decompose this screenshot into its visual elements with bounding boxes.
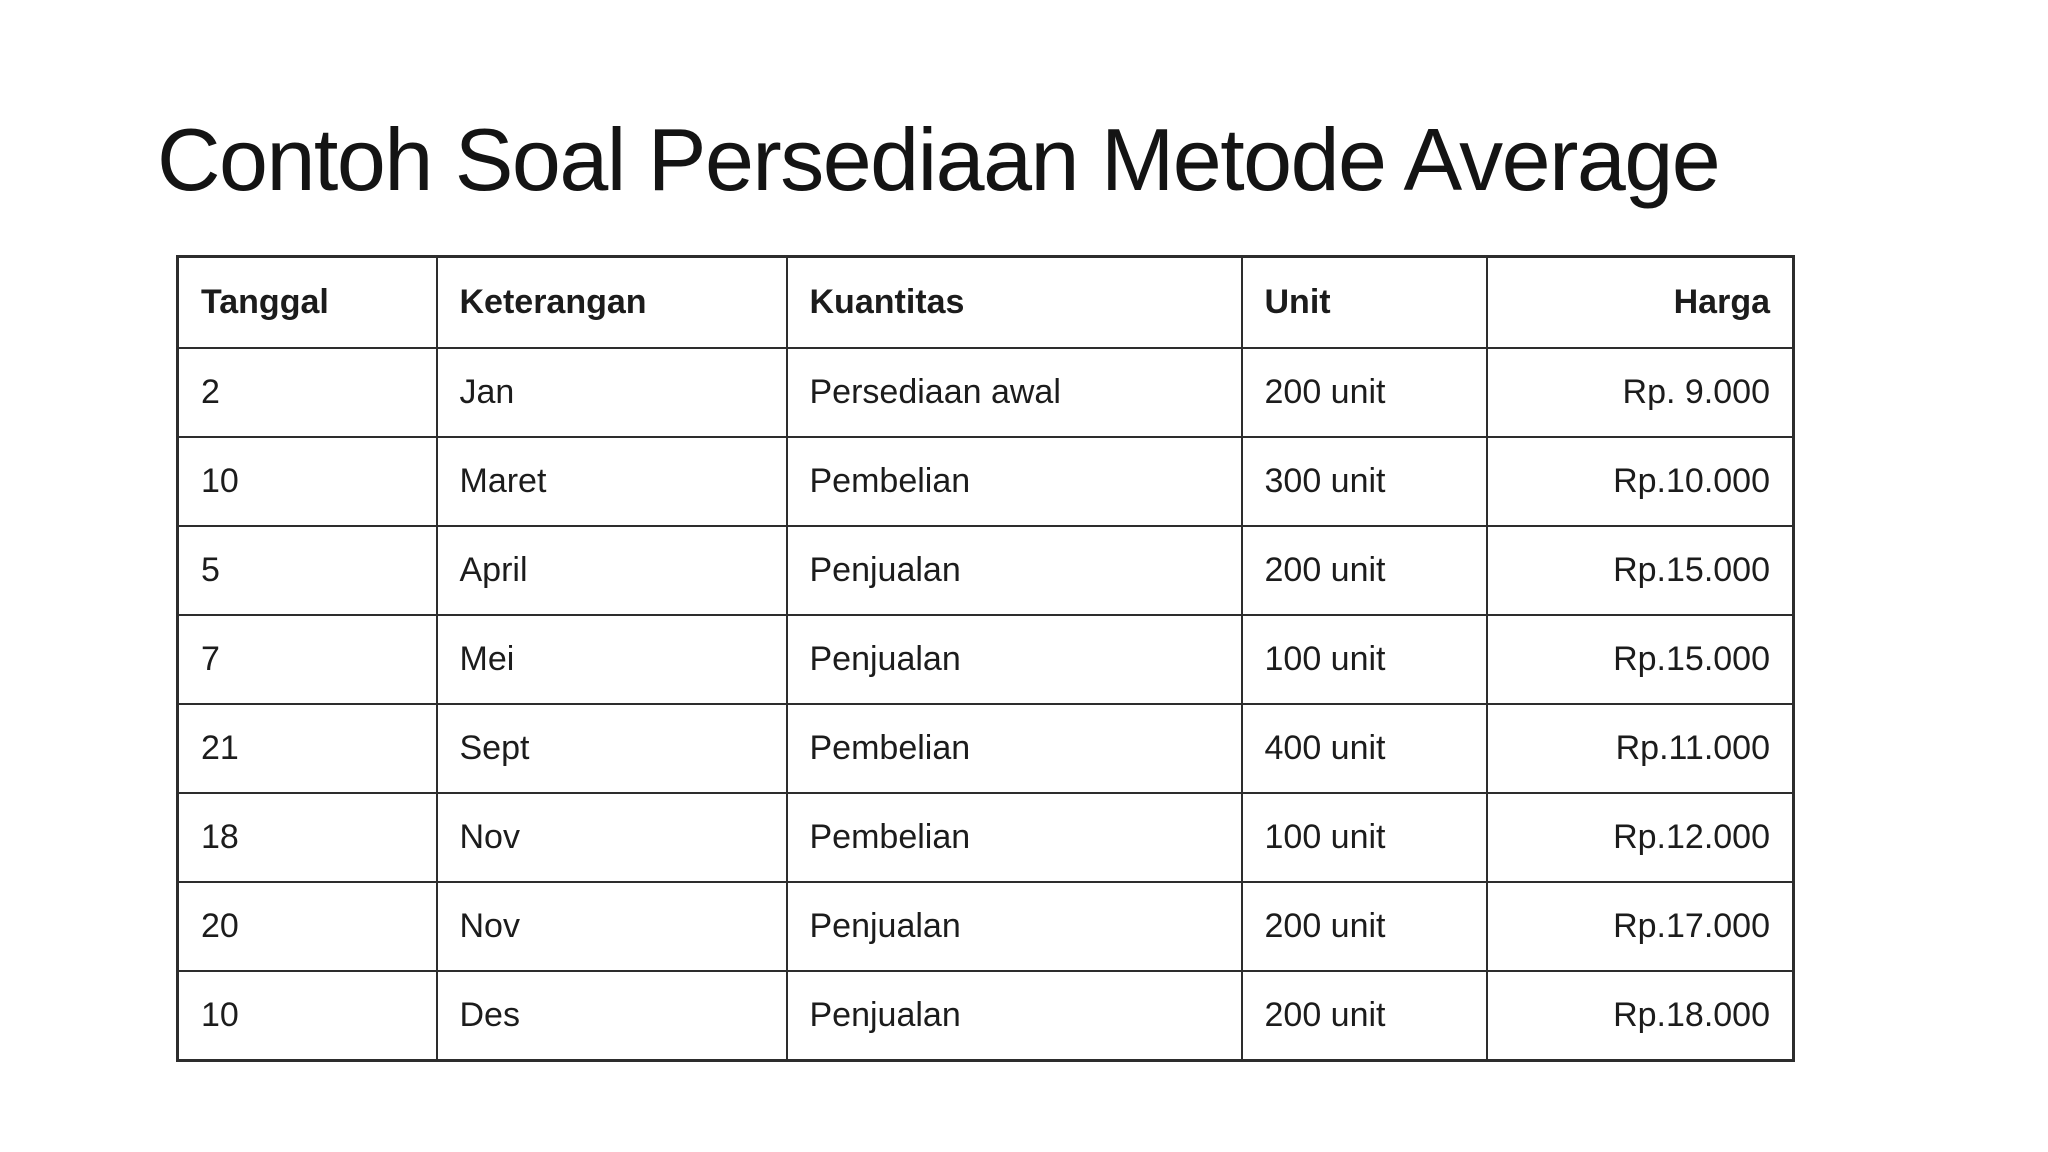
column-header-kuantitas: Kuantitas xyxy=(785,255,1243,349)
cell-keterangan: Jan xyxy=(435,347,788,438)
cell-harga: Rp.11.000 xyxy=(1485,703,1795,794)
cell-tanggal: 7 xyxy=(176,614,438,705)
cell-keterangan: Nov xyxy=(435,881,788,972)
cell-kuantitas: Penjualan xyxy=(785,525,1243,616)
cell-kuantitas: Pembelian xyxy=(785,703,1243,794)
cell-harga: Rp. 9.000 xyxy=(1485,347,1795,438)
cell-tanggal: 10 xyxy=(176,970,438,1061)
cell-harga: Rp.18.000 xyxy=(1485,970,1795,1061)
table-row: 10 Maret Pembelian 300 unit Rp.10.000 xyxy=(176,436,1795,527)
cell-kuantitas: Pembelian xyxy=(785,792,1243,883)
cell-tanggal: 5 xyxy=(176,525,438,616)
cell-keterangan: Sept xyxy=(435,703,788,794)
table-header: Tanggal Keterangan Kuantitas Unit Harga xyxy=(176,255,1795,349)
cell-kuantitas: Penjualan xyxy=(785,881,1243,972)
column-header-harga: Harga xyxy=(1485,255,1795,349)
cell-harga: Rp.15.000 xyxy=(1485,614,1795,705)
column-header-keterangan: Keterangan xyxy=(435,255,788,349)
cell-tanggal: 18 xyxy=(176,792,438,883)
cell-kuantitas: Pembelian xyxy=(785,436,1243,527)
table-row: 20 Nov Penjualan 200 unit Rp.17.000 xyxy=(176,881,1795,972)
cell-harga: Rp.17.000 xyxy=(1485,881,1795,972)
table-body: 2 Jan Persediaan awal 200 unit Rp. 9.000 10 Ma… xyxy=(176,347,1795,1061)
cell-tanggal: 20 xyxy=(176,881,438,972)
cell-harga: Rp.10.000 xyxy=(1485,436,1795,527)
cell-kuantitas: Penjualan xyxy=(785,970,1243,1061)
cell-unit: 200 unit xyxy=(1240,525,1488,616)
table-row: 21 Sept Pembelian 400 unit Rp.11.000 xyxy=(176,703,1795,794)
cell-keterangan: Mei xyxy=(435,614,788,705)
cell-keterangan: Maret xyxy=(435,436,788,527)
cell-harga: Rp.15.000 xyxy=(1485,525,1795,616)
cell-tanggal: 21 xyxy=(176,703,438,794)
cell-unit: 100 unit xyxy=(1240,614,1488,705)
cell-unit: 200 unit xyxy=(1240,970,1488,1061)
table-row: 10 Des Penjualan 200 unit Rp.18.000 xyxy=(176,970,1795,1061)
cell-keterangan: Nov xyxy=(435,792,788,883)
inventory-table: Tanggal Keterangan Kuantitas Unit Harga … xyxy=(176,255,1795,1062)
cell-harga: Rp.12.000 xyxy=(1485,792,1795,883)
cell-tanggal: 2 xyxy=(176,347,438,438)
cell-unit: 400 unit xyxy=(1240,703,1488,794)
table-row: 7 Mei Penjualan 100 unit Rp.15.000 xyxy=(176,614,1795,705)
cell-keterangan: Des xyxy=(435,970,788,1061)
cell-unit: 200 unit xyxy=(1240,881,1488,972)
column-header-unit: Unit xyxy=(1240,255,1488,349)
table-row: 2 Jan Persediaan awal 200 unit Rp. 9.000 xyxy=(176,347,1795,438)
cell-unit: 200 unit xyxy=(1240,347,1488,438)
cell-kuantitas: Persediaan awal xyxy=(785,347,1243,438)
column-header-tanggal: Tanggal xyxy=(176,255,438,349)
page-title: Contoh Soal Persediaan Metode Average xyxy=(157,110,1721,209)
table-row: 5 April Penjualan 200 unit Rp.15.000 xyxy=(176,525,1795,616)
cell-unit: 100 unit xyxy=(1240,792,1488,883)
header-row: Tanggal Keterangan Kuantitas Unit Harga xyxy=(176,255,1795,349)
table-row: 18 Nov Pembelian 100 unit Rp.12.000 xyxy=(176,792,1795,883)
cell-unit: 300 unit xyxy=(1240,436,1488,527)
cell-kuantitas: Penjualan xyxy=(785,614,1243,705)
cell-keterangan: April xyxy=(435,525,788,616)
cell-tanggal: 10 xyxy=(176,436,438,527)
